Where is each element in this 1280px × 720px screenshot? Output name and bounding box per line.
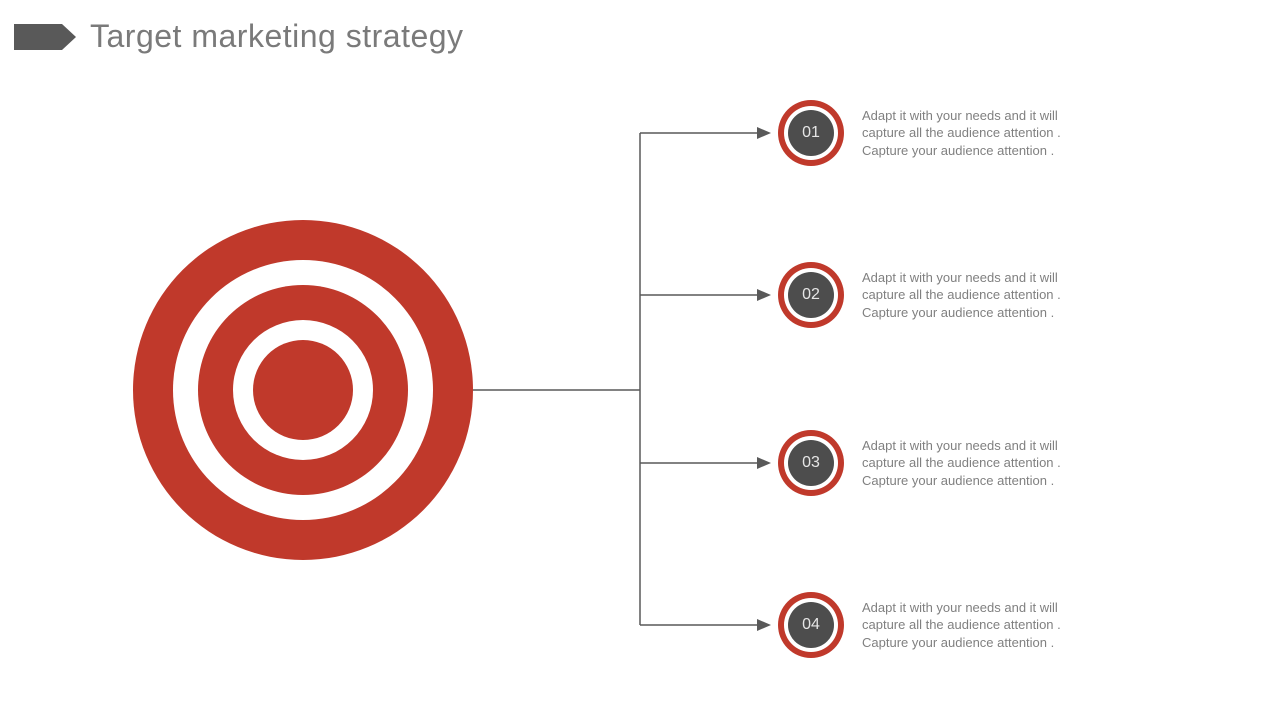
- step-number: 03: [778, 430, 844, 496]
- step-circle-1: 01: [778, 100, 844, 166]
- step-row-2: 02 Adapt it with your needs and it will c…: [778, 262, 1097, 328]
- arrowhead-icon: [757, 289, 771, 301]
- step-number: 04: [778, 592, 844, 658]
- step-circle-2: 02: [778, 262, 844, 328]
- step-row-4: 04 Adapt it with your needs and it will c…: [778, 592, 1097, 658]
- target-ring-4: [253, 340, 353, 440]
- title-arrow-icon: [14, 24, 76, 50]
- page-title: Target marketing strategy: [90, 18, 464, 55]
- step-text: Adapt it with your needs and it will cap…: [862, 107, 1097, 160]
- step-text: Adapt it with your needs and it will cap…: [862, 437, 1097, 490]
- step-number: 01: [778, 100, 844, 166]
- step-row-1: 01 Adapt it with your needs and it will c…: [778, 100, 1097, 166]
- step-text: Adapt it with your needs and it will cap…: [862, 599, 1097, 652]
- step-number: 02: [778, 262, 844, 328]
- arrowhead-icon: [757, 619, 771, 631]
- step-circle-4: 04: [778, 592, 844, 658]
- arrowhead-icon: [757, 127, 771, 139]
- arrowhead-icon: [757, 457, 771, 469]
- step-text: Adapt it with your needs and it will cap…: [862, 269, 1097, 322]
- target-graphic: [133, 220, 473, 560]
- step-circle-3: 03: [778, 430, 844, 496]
- title-arrow-shape: [14, 24, 76, 50]
- step-row-3: 03 Adapt it with your needs and it will c…: [778, 430, 1097, 496]
